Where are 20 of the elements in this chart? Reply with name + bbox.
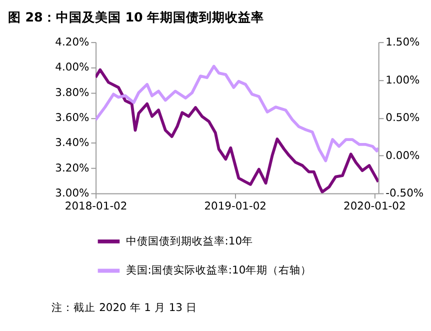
y2-tick-label: 0.50% bbox=[386, 111, 420, 124]
legend-label: 美国:国债实际收益率:10年期（右轴） bbox=[126, 264, 312, 277]
x-tick-label: 2020-01-02 bbox=[343, 199, 406, 212]
y-tick-label: 3.40% bbox=[55, 136, 90, 150]
text: 注：截止 2020 年 1 月 13 日 bbox=[52, 301, 197, 314]
legend-label: 中债国债到期收益率:10年 bbox=[126, 234, 254, 248]
x-tick-label: 2019-01-02 bbox=[204, 199, 266, 212]
y-tick-label: 3.60% bbox=[55, 111, 90, 124]
y2-tick-label: 0.00% bbox=[386, 148, 420, 162]
y-tick-label: 3.80% bbox=[55, 86, 90, 99]
y-tick-label: 3.00% bbox=[55, 186, 90, 200]
line-series bbox=[96, 64, 378, 162]
chart-title: 图 28：中国及美国 10 年期国债到期收益率 bbox=[8, 10, 264, 25]
y-tick-label: 4.00% bbox=[55, 60, 90, 74]
y-tick-label: 3.20% bbox=[55, 161, 90, 174]
y2-tick-label: 1.50% bbox=[386, 35, 420, 48]
y2-tick-label: 1.00% bbox=[386, 73, 420, 86]
y2-tick-label: -0.50% bbox=[386, 186, 424, 200]
y-tick-label: 4.20% bbox=[55, 35, 90, 48]
x-tick-label: 2018-01-02 bbox=[64, 199, 128, 212]
